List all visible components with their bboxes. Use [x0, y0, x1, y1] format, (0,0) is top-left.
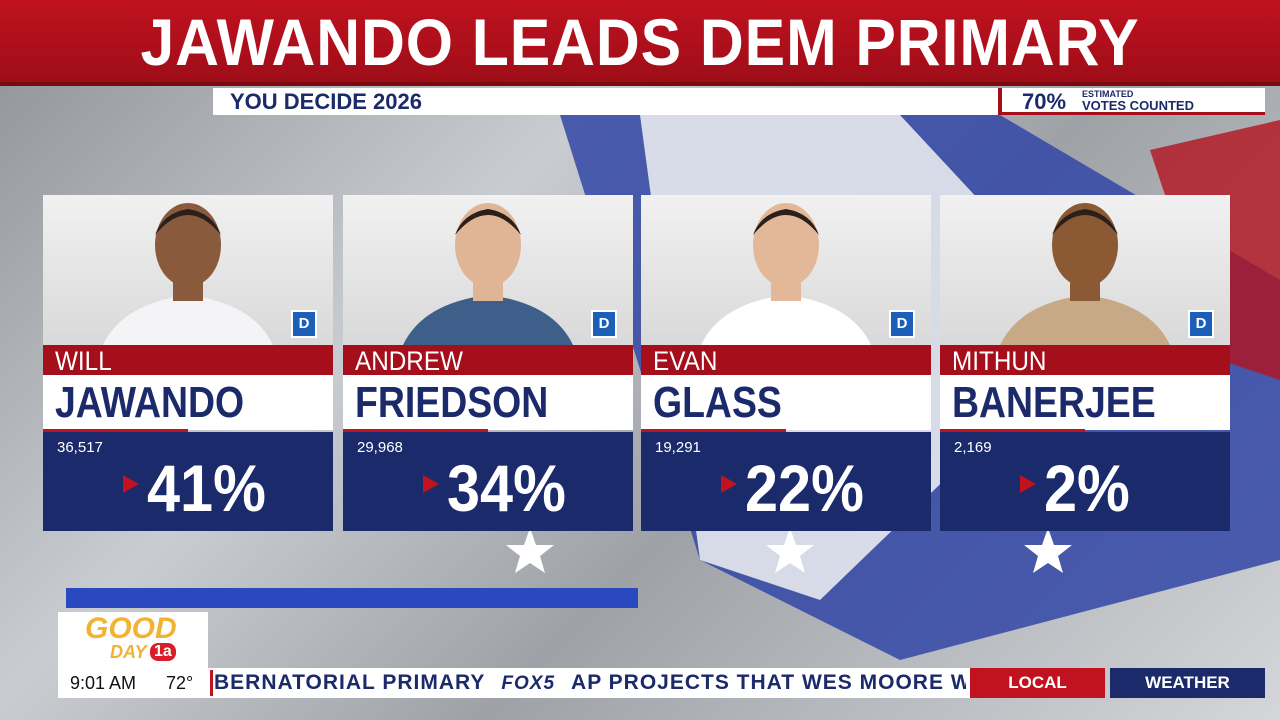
party-badge: D [291, 310, 317, 338]
result-panel [343, 432, 633, 531]
ticker: BERNATORIAL PRIMARY FOX5 AP PROJECTS THAT … [214, 668, 966, 698]
candidate-photo [641, 195, 931, 345]
result-panel [641, 432, 931, 531]
last-name: GLASS [653, 378, 782, 427]
candidate-card: D EVAN GLASS 19,291 22% [641, 195, 931, 531]
last-name-bar [940, 375, 1230, 430]
divider [43, 429, 188, 432]
party-badge: D [889, 310, 915, 338]
subtitle: YOU DECIDE 2026 [230, 89, 422, 114]
separator [210, 670, 213, 696]
result-panel [940, 432, 1230, 531]
portrait [403, 203, 573, 345]
first-name: ANDREW [355, 346, 463, 376]
first-name-bar [940, 345, 1230, 375]
ticker-item: FOX5 [501, 673, 556, 694]
arrow-icon [123, 475, 139, 493]
estimate-label: VOTES COUNTED [1082, 98, 1194, 113]
estimate-value: 70% [1022, 89, 1067, 114]
clock: 9:01 AM [70, 673, 137, 693]
first-name-bar [43, 345, 333, 375]
first-name-bar [641, 345, 931, 375]
portrait [701, 203, 871, 345]
divider [940, 429, 1085, 432]
ticker-item: AP PROJECTS THAT WES MOORE WINS [571, 671, 966, 694]
arrow-icon [423, 475, 439, 493]
candidate-card: D WILL JAWANDO 36,517 41% [43, 195, 333, 531]
last-name-bar [343, 375, 633, 430]
first-name: MITHUN [952, 346, 1047, 376]
candidate-photo [940, 195, 1230, 345]
divider [641, 429, 786, 432]
candidate-card: D MITHUN BANERJEE 2,169 2% [940, 195, 1230, 531]
party-badge: D [591, 310, 617, 338]
vote-percent: 2% [1044, 451, 1130, 525]
vote-count: 36,517 [57, 439, 103, 456]
arrow-icon [1020, 475, 1036, 493]
estimate-label: ESTIMATED [1082, 89, 1134, 99]
vote-count: 19,291 [655, 439, 701, 456]
portrait [1000, 203, 1170, 345]
last-name: JAWANDO [55, 378, 245, 427]
logo-text: DAY [110, 642, 147, 662]
logo-badge: 1a [150, 643, 176, 661]
temperature: 72° [166, 673, 194, 693]
vote-percent: 41% [147, 451, 266, 525]
vote-count: 29,968 [357, 439, 403, 456]
first-name: EVAN [653, 346, 718, 376]
portrait [103, 203, 273, 345]
candidate-photo [343, 195, 633, 345]
logo-text: GOOD [85, 612, 177, 645]
tab: LOCAL [970, 668, 1105, 698]
subtitle-bar [213, 88, 1000, 115]
arrow-icon [721, 475, 737, 493]
last-name-bar [43, 375, 333, 430]
first-name: WILL [55, 346, 112, 376]
last-name-bar [641, 375, 931, 430]
ticker-item: BERNATORIAL PRIMARY [214, 671, 486, 694]
show-logo [58, 612, 208, 668]
estimate-box [998, 88, 1265, 115]
last-name: BANERJEE [952, 378, 1156, 427]
vote-percent: 34% [447, 451, 566, 525]
candidate-card: D ANDREW FRIEDSON 29,968 34% [343, 195, 633, 531]
last-name: FRIEDSON [355, 378, 549, 427]
party-badge: D [1188, 310, 1214, 338]
result-panel [43, 432, 333, 531]
first-name-bar [343, 345, 633, 375]
headline: JAWANDO LEADS DEM PRIMARY [140, 5, 1140, 79]
accent-bar [66, 588, 638, 608]
vote-count: 2,169 [954, 439, 992, 456]
tab: WEATHER [1110, 668, 1265, 698]
title-bar [0, 0, 1280, 86]
candidate-photo [43, 195, 333, 345]
vote-percent: 22% [745, 451, 864, 525]
divider [343, 429, 488, 432]
